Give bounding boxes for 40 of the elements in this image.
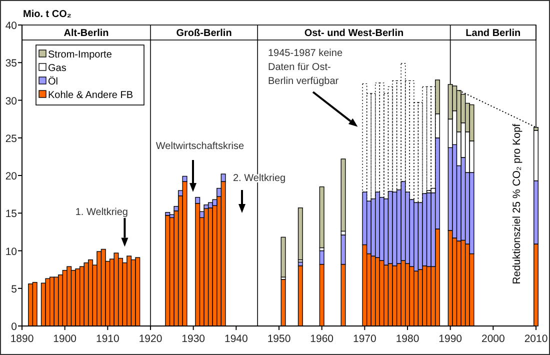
x-tick-label: 2010 [524,333,548,345]
x-tick-label: 1920 [138,333,162,345]
annotation: Ost- und West-Berlin [304,28,404,39]
legend-label: Gas [48,63,66,74]
y-tick-label: 5 [11,283,18,296]
x-tick-label: 1990 [438,333,462,345]
annotation: 1. Weltkrieg [75,207,128,218]
x-tick-label: 2000 [481,333,506,345]
annotation: Groß-Berlin [176,28,232,39]
bar [319,186,324,248]
x-tick-label: 1940 [224,333,248,345]
x-tick-label: 1980 [396,333,420,345]
annotation: Weltwirtschaftskrise [156,141,245,152]
y-tick-label: 35 [5,58,18,70]
annotation: 1945-1987 keine Daten für Ost-Berlin verfügbar [268,48,343,87]
bar [280,236,286,278]
x-tick-label: 1890 [10,333,34,345]
bar [298,208,303,260]
x-tick-label: 1970 [352,333,377,345]
x-tick-label: 1900 [53,333,77,345]
legend-label: Kohle & Andere FB [48,90,134,101]
annotation: Land Berlin [466,28,521,39]
annotation: Alt-Berlin [64,28,109,39]
y-tick-label: 15 [5,208,18,220]
x-tick-label: 1960 [310,333,334,345]
y-tick-label: 30 [5,95,18,108]
legend-label: Öl [48,76,58,88]
y-tick-label: 40 [5,20,18,32]
y-tick-label: 10 [5,246,18,258]
text: Reduktionsziel 25 % CO₂ pro Kopf [511,124,523,284]
y-tick-label: 25 [5,132,18,145]
bar [426,86,432,191]
x-tick-label: 1930 [182,333,206,345]
legend-label: Strom-Importe [48,50,112,60]
x-tick-label: 1950 [267,333,291,345]
bar [340,158,346,232]
y-tick-label: 0 [11,321,18,333]
y-axis-title: Mio. t CO₂ [23,9,72,20]
x-tick-label: 1910 [96,333,120,345]
y-tick-label: 20 [5,170,18,182]
